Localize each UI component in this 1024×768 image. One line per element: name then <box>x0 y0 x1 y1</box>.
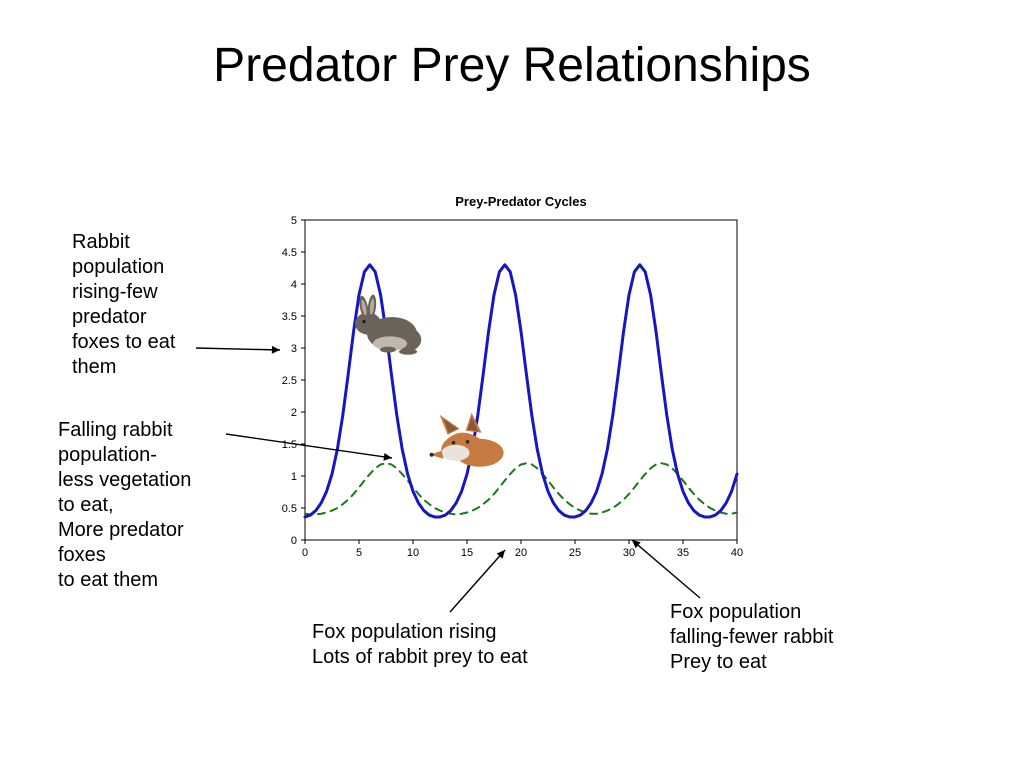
svg-text:20: 20 <box>515 547 527 559</box>
svg-text:3.5: 3.5 <box>282 311 297 323</box>
rabbit-icon <box>355 294 421 355</box>
svg-text:5: 5 <box>291 215 297 227</box>
slide-title: Predator Prey Relationships <box>0 38 1024 93</box>
annotation-fox-rising: Fox population risingLots of rabbit prey… <box>312 620 612 670</box>
svg-text:15: 15 <box>461 547 473 559</box>
svg-text:0: 0 <box>302 547 308 559</box>
annotation-falling-rabbit: Falling rabbitpopulation-less vegetation… <box>58 418 238 593</box>
svg-text:35: 35 <box>677 547 689 559</box>
svg-text:4: 4 <box>291 279 297 291</box>
chart-container: 0 0.5 1 1.5 2 2.5 3 3.5 4 4.5 5 0 5 10 15 20 25 30 35 40 Pre… <box>250 188 760 572</box>
svg-text:2.5: 2.5 <box>282 375 297 387</box>
svg-text:10: 10 <box>407 547 419 559</box>
svg-text:Prey-Predator Cycles: Prey-Predator Cycles <box>455 194 587 209</box>
svg-text:40: 40 <box>731 547 743 559</box>
svg-text:1.5: 1.5 <box>282 439 297 451</box>
svg-text:25: 25 <box>569 547 581 559</box>
svg-text:5: 5 <box>356 547 362 559</box>
svg-text:0.5: 0.5 <box>282 503 297 515</box>
fox-icon <box>430 413 504 467</box>
svg-text:2: 2 <box>291 407 297 419</box>
svg-text:4.5: 4.5 <box>282 247 297 259</box>
svg-text:3: 3 <box>291 343 297 355</box>
slide: Predator Prey Relationships 0 0.5 1 1.5 2 2.5… <box>0 0 1024 768</box>
svg-text:1: 1 <box>291 471 297 483</box>
svg-text:0: 0 <box>291 535 297 547</box>
annotation-fox-falling: Fox populationfalling-fewer rabbitPrey t… <box>670 600 930 675</box>
annotation-rabbit-rising: Rabbitpopulationrising-fewpredatorfoxes … <box>72 230 222 380</box>
svg-text:30: 30 <box>623 547 635 559</box>
